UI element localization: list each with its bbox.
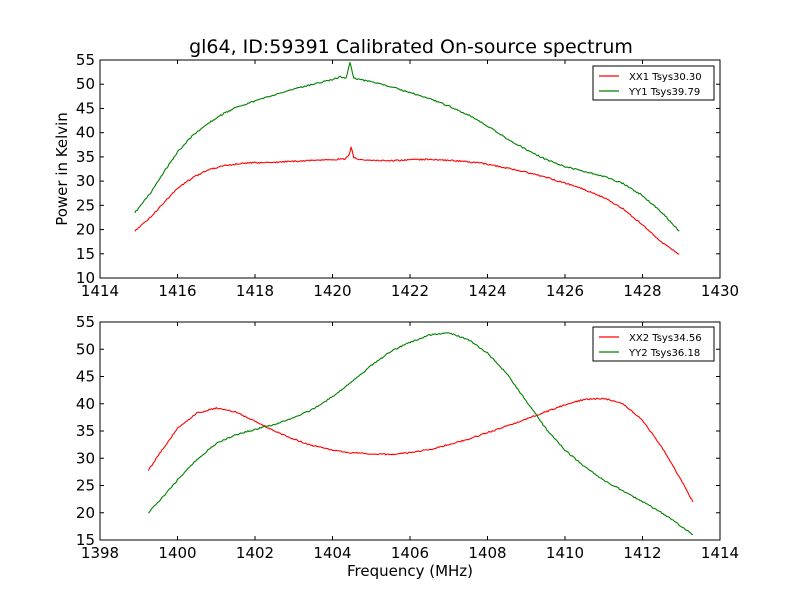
x-tick-label: 1406 [391, 544, 429, 562]
x-tick-label: 1428 [623, 282, 661, 300]
y-tick-label: 55 [76, 51, 95, 69]
legend: XX2 Tsys34.56 YY2 Tsys36.18 [592, 326, 715, 362]
x-tick-label: 1402 [236, 544, 274, 562]
y-tick-label: 35 [76, 422, 95, 440]
y-tick-label: 25 [76, 196, 95, 214]
y-tick-label: 40 [76, 395, 95, 413]
legend: XX1 Tsys30.30 YY1 Tsys39.79 [592, 65, 715, 101]
y-tick-label: 20 [76, 504, 95, 522]
y-tick-label: 45 [76, 99, 95, 117]
x-tick-label: 1404 [313, 544, 351, 562]
x-tick-label: 1408 [468, 544, 506, 562]
legend-label: YY2 Tsys36.18 [628, 348, 700, 359]
x-tick-label: 1414 [81, 282, 119, 300]
x-tick-label: 1398 [81, 544, 119, 562]
x-tick-label: 1412 [623, 544, 661, 562]
y-tick-label: 50 [76, 340, 95, 358]
series-line-2 [148, 332, 694, 536]
series-line-2 [134, 61, 680, 232]
y-axis-label: Power in Kelvin [53, 112, 71, 226]
series-line-1 [134, 146, 680, 255]
y-tick-label: 10 [76, 269, 95, 287]
legend-label: YY1 Tsys39.79 [628, 87, 700, 98]
x-tick-label: 1400 [158, 544, 196, 562]
x-tick-label: 1418 [236, 282, 274, 300]
y-tick-label: 25 [76, 477, 95, 495]
y-tick-label: 15 [76, 531, 95, 549]
figure-title: gl64, ID:59391 Calibrated On-source spec… [189, 36, 633, 58]
x-tick-label: 1426 [546, 282, 584, 300]
x-tick-label: 1420 [313, 282, 351, 300]
legend-box [592, 65, 715, 101]
legend-label: XX1 Tsys30.30 [629, 72, 702, 83]
plot-panels: 1414 1416 1418 1420 1422 1424 1426 1428 1430 10 15… [76, 51, 739, 562]
x-tick-label: 1414 [701, 544, 739, 562]
y-tick-label: 55 [76, 313, 95, 331]
y-tick-label: 30 [76, 172, 95, 190]
chart-panel-1: 1414 1416 1418 1420 1422 1424 1426 1428 1430 10 15… [76, 51, 739, 300]
y-tick-label: 40 [76, 124, 95, 142]
x-tick-label: 1410 [546, 544, 584, 562]
legend-box [592, 326, 715, 362]
chart-panel-2: 1398 1400 1402 1404 1406 1408 1410 1412 1414 15 20… [76, 313, 739, 562]
y-tick-label: 20 [76, 221, 95, 239]
y-tick-label: 35 [76, 148, 95, 166]
y-tick-label: 15 [76, 245, 95, 263]
y-tick-label: 45 [76, 368, 95, 386]
series-line-1 [147, 397, 694, 503]
x-axis-label: Frequency (MHz) [347, 562, 473, 580]
x-tick-label: 1416 [158, 282, 196, 300]
y-tick-label: 50 [76, 75, 95, 93]
x-tick-label: 1422 [391, 282, 429, 300]
x-tick-label: 1424 [468, 282, 506, 300]
x-tick-label: 1430 [701, 282, 739, 300]
legend-label: XX2 Tsys34.56 [629, 333, 702, 344]
y-tick-label: 30 [76, 449, 95, 467]
